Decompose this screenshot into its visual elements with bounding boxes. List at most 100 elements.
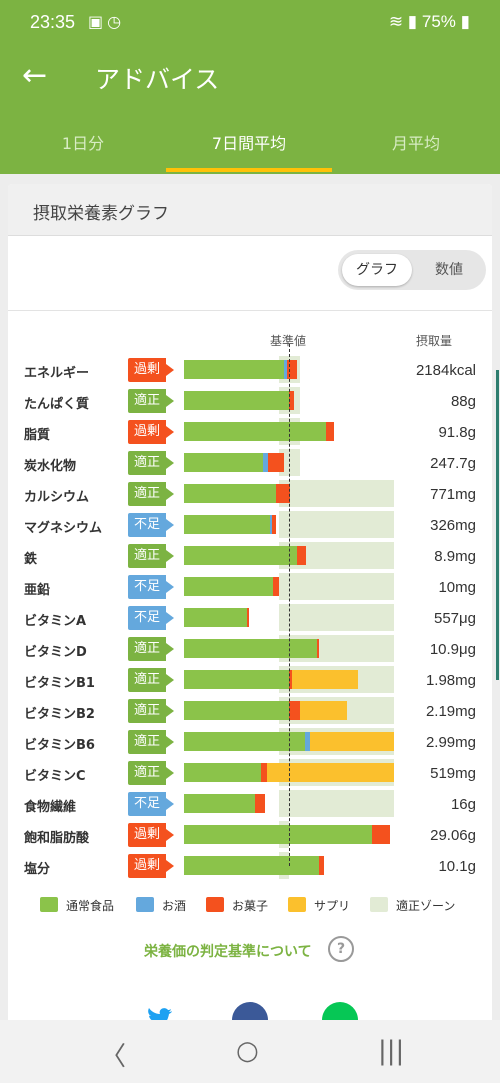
bar-segment-snacks [289,391,295,410]
bar-area [184,790,398,821]
intake-value: 771mg [430,486,476,503]
bar-area [184,852,398,883]
nutrient-name: 脂質 [24,428,51,443]
proper-zone [278,480,394,507]
system-nav-bar: 〈 ○ ||| [0,1020,500,1083]
scroll-indicator[interactable] [496,370,499,680]
bar-segment-food [184,546,298,565]
tab-daily[interactable]: 1日分 [61,134,105,153]
intake-value: 10.1g [438,858,476,875]
proper-zone [278,573,394,600]
legend-swatch [288,897,306,912]
notification-icons: ▣◷ [88,12,126,31]
bar-segment-food [184,670,289,689]
nutrient-row: 亜鉛 不足 10mg [8,573,492,604]
bar-segment-snacks [255,794,265,813]
bar-area [184,542,398,573]
intake-value: 16g [450,796,476,813]
nutrient-row: マグネシウム 不足 326mg [8,511,492,542]
nutrient-row: 食物繊維 不足 16g [8,790,492,821]
active-tab-indicator [166,168,332,172]
tab-7day-average[interactable]: 7日間平均 [211,134,287,153]
status-badge: 過剰 [128,420,174,444]
nutrient-row: たんぱく質 適正 88g [8,387,492,418]
intake-value: 326mg [430,517,476,534]
status-badge: 不足 [128,606,174,630]
intake-value: 29.06g [430,827,476,844]
nutrient-name: エネルギー [24,366,90,381]
arrow-left-icon[interactable]: ← [22,58,48,93]
view-toggle[interactable]: グラフ 数値 [338,250,486,290]
bar-area [184,697,398,728]
bar-segment-food [184,484,277,503]
bar-segment-snacks [276,484,291,503]
bar-segment-alcohol [283,360,287,379]
wifi-icon: ≋ ▮ [388,12,422,31]
nutrient-name: マグネシウム [24,521,103,536]
nutrient-row: 炭水化物 適正 247.7g [8,449,492,480]
criteria-link[interactable]: 栄養価の判定基準について [144,944,312,960]
tab-monthly-average[interactable]: 月平均 [391,134,440,153]
intake-value: 91.8g [438,424,476,441]
bar-area [184,666,398,697]
reference-line [289,344,290,866]
bar-segment-food [184,701,289,720]
bar-segment-snacks [297,546,306,565]
status-badge: 過剰 [128,823,174,847]
content-area[interactable]: 摂取栄養素グラフ グラフ 数値 基準値 摂取量 エネルギー 過剰 2184kcal た… [0,174,500,1044]
bar-segment-snacks [273,577,279,596]
nutrient-name: ビタミンD [24,645,87,660]
nutrient-row: ビタミンB2 適正 2.19mg [8,697,492,728]
bar-area [184,604,398,635]
nav-back-button[interactable]: 〈 [100,1042,127,1072]
bar-segment-snacks [289,670,293,689]
bar-segment-snacks [260,763,267,782]
nutrient-row: 鉄 適正 8.9mg [8,542,492,573]
bar-area [184,387,398,418]
status-badge: 適正 [128,389,174,413]
bar-area [184,573,398,604]
legend-swatch [206,897,224,912]
legend-swatch [40,897,58,912]
nutrient-name: たんぱく質 [24,397,90,412]
status-badge: 適正 [128,699,174,723]
bar-area [184,759,398,790]
card-title: 摂取栄養素グラフ [8,184,492,236]
toggle-graph[interactable]: グラフ [342,254,412,286]
intake-value: 557μg [433,610,476,627]
status-badge: 不足 [128,575,174,599]
bar-segment-snacks [289,701,300,720]
bar-segment-food [184,856,320,875]
nav-recents-button[interactable]: ||| [378,1036,405,1066]
page-title: アドバイス [95,65,220,94]
bar-segment-food [184,825,372,844]
legend-swatch [370,897,388,912]
nutrient-card: 摂取栄養素グラフ グラフ 数値 基準値 摂取量 エネルギー 過剰 2184kcal た… [8,184,492,1044]
proper-zone [278,790,394,817]
intake-value: 10.9μg [429,641,476,658]
status-bar: 23:35 ▣◷ ≋ ▮ 75% ▮ [0,0,500,44]
bar-segment-snacks [319,856,324,875]
nav-home-button[interactable]: ○ [236,1036,259,1066]
status-badge: 不足 [128,513,174,537]
bar-area [184,511,398,542]
nutrient-name: ビタミンB6 [24,738,95,753]
nutrient-row: ビタミンB1 適正 1.98mg [8,666,492,697]
bar-area [184,635,398,666]
nutrient-name: 鉄 [24,552,38,567]
bar-segment-snacks [317,639,320,658]
intake-value: 2.99mg [425,734,476,751]
status-badge: 不足 [128,792,174,816]
status-badge: 適正 [128,668,174,692]
toggle-numbers[interactable]: 数値 [435,262,463,278]
nutrient-name: 炭水化物 [24,459,77,474]
bar-segment-food [184,794,256,813]
bar-segment-alcohol [262,453,268,472]
bar-segment-supplement [310,732,394,751]
bar-segment-snacks [371,825,390,844]
nutrient-row: ビタミンC 適正 519mg [8,759,492,790]
nutrient-name: ビタミンB1 [24,676,95,691]
nutrient-name: ビタミンC [24,769,86,784]
intake-value: 10mg [438,579,476,596]
help-icon[interactable]: ? [328,936,354,962]
